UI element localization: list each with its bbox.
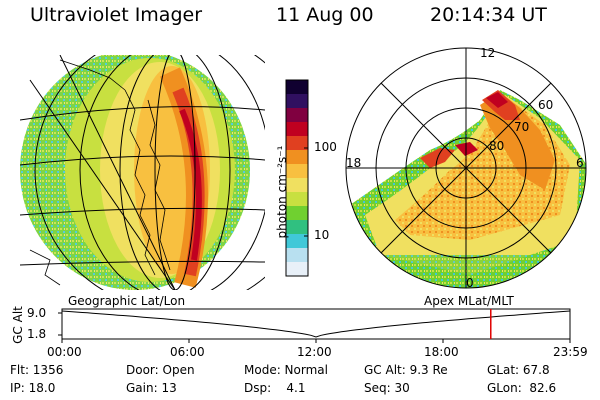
info-seq: Seq: 30 — [364, 381, 410, 395]
colorbar-segment — [286, 220, 308, 235]
info-gc-alt: GC Alt: 9.3 Re — [364, 363, 448, 377]
geographic-panel-label: Geographic Lat/Lon — [68, 294, 186, 308]
info-gain: Gain: 13 — [126, 381, 177, 395]
geographic-image — [20, 55, 265, 290]
mlt-0-label: 0 — [466, 276, 474, 290]
timeline-tick-2: 12:00 — [297, 345, 332, 359]
colorbar-segment — [286, 192, 308, 207]
altitude-curve — [61, 310, 571, 338]
timeline-y-max: 9.0 — [27, 306, 47, 320]
colorbar-frame — [285, 79, 309, 277]
timeline-tick-4: 23:59 — [553, 345, 588, 359]
date-label: 11 Aug 00 — [276, 4, 374, 26]
timeline-tick-1: 06:00 — [170, 345, 205, 359]
colorbar-segment — [286, 136, 308, 151]
colorbar-tick-100: 100 — [314, 140, 337, 154]
timeline-plot — [58, 308, 571, 343]
colorbar-segment — [286, 206, 308, 221]
colorbar-segment — [286, 122, 308, 137]
colorbar-segment — [286, 234, 308, 249]
mlat-80-label: 80 — [489, 139, 505, 153]
mlat-60-label: 60 — [538, 98, 554, 112]
info-door: Door: Open — [126, 363, 195, 377]
info-flight: Flt: 1356 — [10, 363, 64, 377]
colorbar-segment — [286, 80, 308, 95]
mlat-70-label: 70 — [514, 120, 530, 134]
color-bar — [285, 79, 309, 277]
colorbar-tick-10: 10 — [314, 228, 330, 242]
mlt-12-label: 12 — [480, 46, 496, 60]
info-mode: Mode: Normal — [244, 363, 328, 377]
colorbar-segment — [286, 150, 308, 165]
timeline-tick-3: 18:00 — [424, 345, 459, 359]
colorbar-segment — [286, 164, 308, 179]
colorbar-segment — [286, 262, 308, 277]
info-dsp: Dsp: 4.1 — [244, 381, 306, 395]
colorbar-segment — [286, 248, 308, 263]
colorbar-unit-label: photon cm⁻²s⁻¹ — [275, 145, 289, 239]
timeline-y-min: 1.8 — [27, 327, 47, 341]
colorbar-segment — [286, 178, 308, 193]
info-ip: IP: 18.0 — [10, 381, 56, 395]
time-label: 20:14:34 UT — [430, 4, 547, 26]
colorbar-segment — [286, 108, 308, 123]
polar-image — [345, 47, 587, 289]
info-glon: GLon: 82.6 — [487, 381, 557, 395]
timeline-tick-0: 00:00 — [47, 345, 82, 359]
timeline-y-axis-label: GC Alt — [11, 306, 25, 344]
info-glat: GLat: 67.8 — [487, 363, 550, 377]
mlt-6-label: 6 — [576, 156, 584, 170]
mlt-18-label: 18 — [346, 156, 362, 170]
magnetic-panel-label: Apex MLat/MLT — [424, 294, 514, 308]
instrument-title: Ultraviolet Imager — [30, 4, 203, 26]
colorbar-segment — [286, 94, 308, 109]
